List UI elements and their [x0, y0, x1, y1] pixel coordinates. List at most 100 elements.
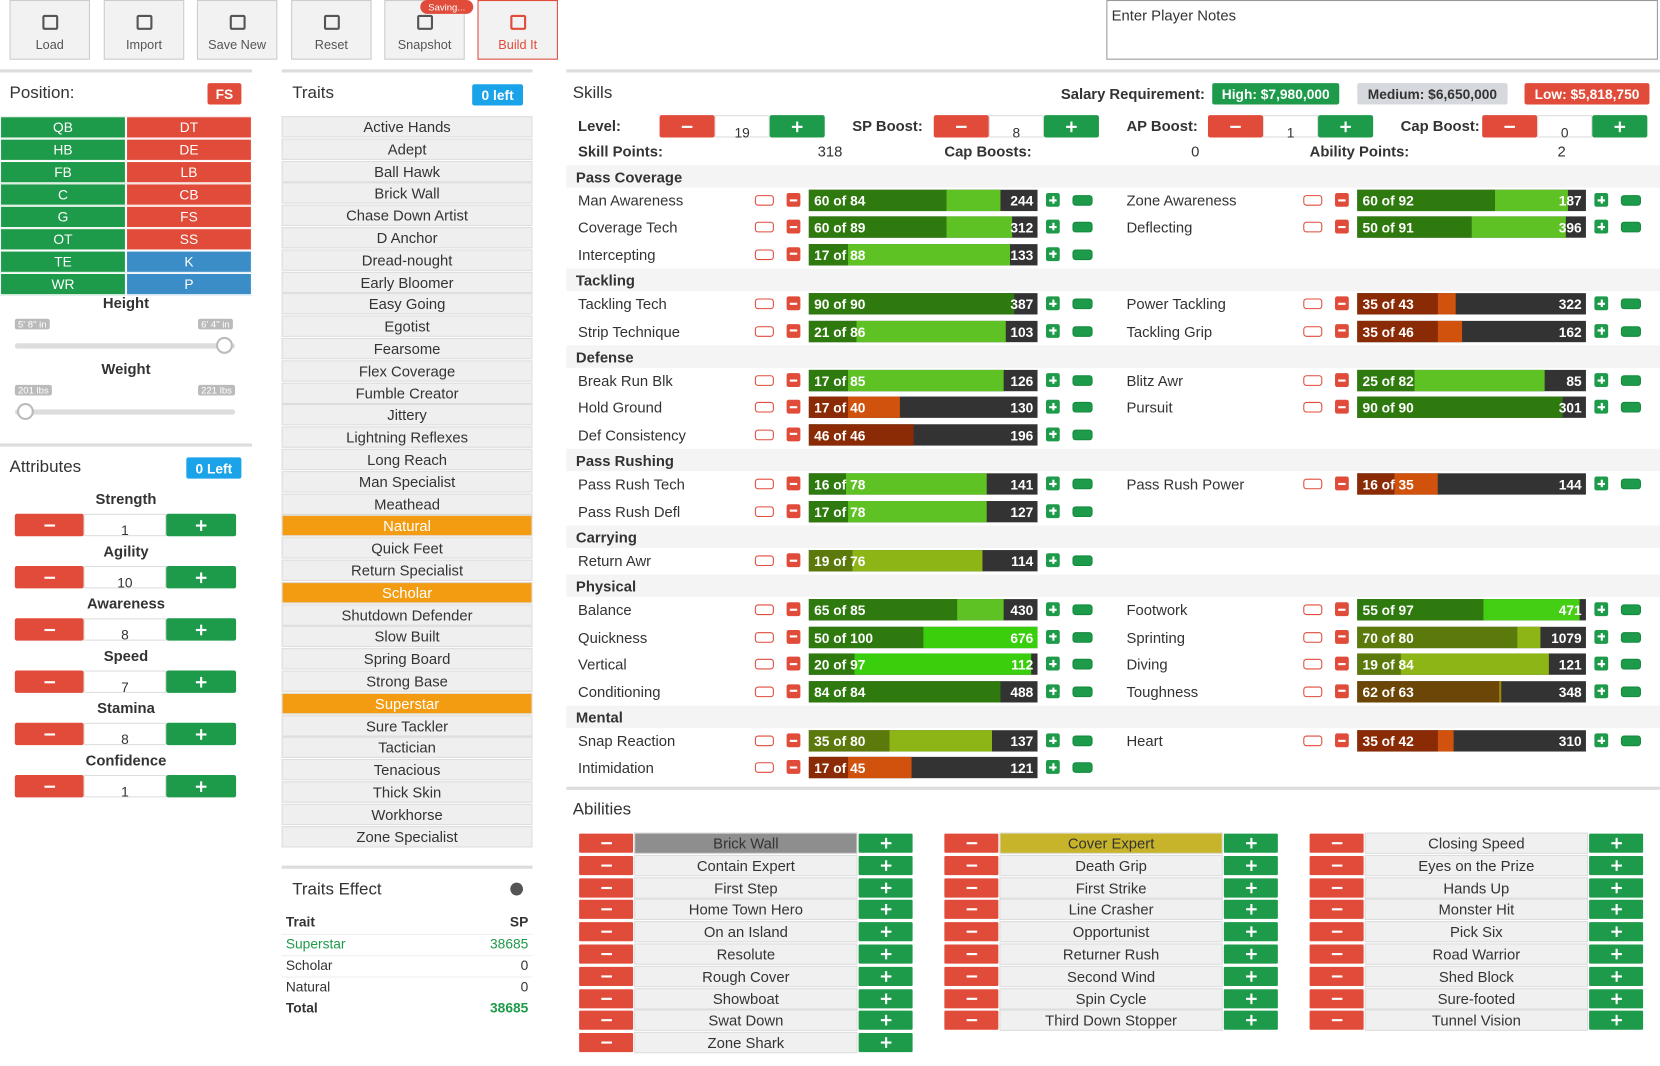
position-cell[interactable]: FS [125, 205, 252, 229]
boost-minus[interactable] [1482, 115, 1538, 138]
ability-plus[interactable] [1222, 921, 1279, 943]
ability-plus[interactable] [1588, 921, 1645, 943]
ability-name[interactable]: Pick Six [1364, 921, 1589, 943]
cap-boost-icon[interactable] [754, 686, 774, 697]
minus-button[interactable] [14, 513, 84, 537]
ability-name[interactable]: Road Warrior [1364, 943, 1589, 965]
ability-plus[interactable] [1222, 1009, 1279, 1032]
skill-plus[interactable] [1045, 553, 1060, 568]
ability-name[interactable]: Monster Hit [1364, 899, 1589, 921]
ability-plus[interactable] [1588, 876, 1645, 899]
skill-minus[interactable] [786, 323, 801, 338]
skill-plus[interactable] [1594, 192, 1609, 207]
max-icon[interactable] [1072, 325, 1093, 337]
trait-item[interactable]: Flex Coverage [281, 360, 533, 382]
skill-plus[interactable] [1594, 656, 1609, 671]
ability-minus[interactable] [1308, 832, 1365, 854]
trait-item[interactable]: Active Hands [281, 116, 533, 138]
skill-minus[interactable] [1335, 656, 1349, 671]
ability-plus[interactable] [1588, 899, 1645, 921]
trait-item[interactable]: Chase Down Artist [281, 204, 533, 227]
max-icon[interactable] [1072, 195, 1093, 206]
trait-item[interactable]: Jittery [281, 404, 533, 426]
skill-minus[interactable] [1335, 602, 1349, 617]
max-icon[interactable] [1620, 735, 1641, 747]
ability-name[interactable]: Resolute [634, 943, 858, 965]
ability-plus[interactable] [1588, 854, 1645, 877]
ability-minus[interactable] [1308, 854, 1365, 877]
trait-item[interactable]: Quick Feet [281, 537, 533, 559]
ability-minus[interactable] [943, 987, 1000, 1010]
max-icon[interactable] [1072, 249, 1093, 260]
skill-plus[interactable] [1594, 733, 1609, 748]
plus-button[interactable] [166, 513, 237, 537]
trait-item[interactable]: Meathead [281, 493, 533, 515]
max-icon[interactable] [1072, 429, 1093, 441]
ability-minus[interactable] [943, 899, 1000, 921]
cap-boost-icon[interactable] [754, 478, 774, 490]
trait-item[interactable]: Sure Tackler [281, 714, 533, 737]
max-icon[interactable] [1620, 195, 1641, 206]
cap-boost-icon[interactable] [754, 222, 774, 233]
ability-minus[interactable] [1308, 987, 1365, 1010]
trait-item[interactable]: Shutdown Defender [281, 603, 533, 626]
cap-boost-icon[interactable] [754, 402, 774, 413]
ability-plus[interactable] [1222, 987, 1279, 1010]
trait-item[interactable]: Lightning Reflexes [281, 426, 533, 448]
position-cell[interactable]: OT [0, 228, 126, 251]
cap-boost-icon[interactable] [1303, 375, 1323, 386]
max-icon[interactable] [1620, 604, 1641, 616]
skill-plus[interactable] [1594, 373, 1609, 387]
cap-boost-icon[interactable] [754, 762, 774, 774]
ability-name[interactable]: On an Island [634, 921, 858, 943]
skill-minus[interactable] [1335, 733, 1349, 748]
ability-plus[interactable] [857, 1032, 914, 1054]
max-icon[interactable] [1072, 735, 1093, 747]
skill-plus[interactable] [1594, 602, 1609, 617]
max-icon[interactable] [1072, 222, 1093, 233]
trait-item[interactable]: Fearsome [281, 337, 533, 360]
boost-minus[interactable] [659, 115, 715, 138]
skill-minus[interactable] [1335, 296, 1349, 311]
ability-minus[interactable] [578, 987, 635, 1010]
skill-plus[interactable] [1045, 602, 1060, 617]
boost-plus[interactable] [1318, 115, 1374, 138]
skill-minus[interactable] [786, 733, 801, 748]
position-cell[interactable]: QB [0, 116, 126, 139]
minus-button[interactable] [14, 566, 84, 589]
ability-minus[interactable] [578, 965, 635, 987]
ability-plus[interactable] [1588, 832, 1645, 854]
ability-plus[interactable] [1588, 943, 1645, 965]
skill-minus[interactable] [1335, 323, 1349, 338]
ability-minus[interactable] [1308, 943, 1365, 965]
ability-minus[interactable] [578, 832, 635, 854]
position-cell[interactable]: WR [0, 272, 126, 296]
ability-minus[interactable] [943, 832, 1000, 854]
cap-boost-icon[interactable] [1303, 658, 1323, 670]
max-icon[interactable] [1072, 298, 1093, 310]
skill-plus[interactable] [1045, 683, 1060, 698]
boost-plus[interactable] [1043, 115, 1099, 138]
skill-minus[interactable] [786, 373, 801, 387]
plus-button[interactable] [166, 670, 237, 693]
cap-boost-icon[interactable] [1303, 402, 1323, 413]
ability-plus[interactable] [857, 943, 914, 965]
skill-minus[interactable] [786, 629, 801, 644]
cap-boost-icon[interactable] [754, 429, 774, 441]
ability-plus[interactable] [857, 987, 914, 1010]
max-icon[interactable] [1072, 505, 1093, 517]
max-icon[interactable] [1072, 631, 1093, 643]
max-icon[interactable] [1072, 375, 1093, 386]
minus-button[interactable] [14, 774, 84, 798]
trait-item[interactable]: Zone Specialist [281, 825, 533, 848]
skill-plus[interactable] [1045, 629, 1060, 644]
ability-plus[interactable] [1222, 943, 1279, 965]
max-icon[interactable] [1620, 222, 1641, 233]
ability-minus[interactable] [578, 1032, 635, 1054]
ability-minus[interactable] [1308, 1009, 1365, 1032]
ability-minus[interactable] [578, 921, 635, 943]
cap-boost-icon[interactable] [754, 631, 774, 643]
skill-plus[interactable] [1594, 323, 1609, 338]
skill-minus[interactable] [1335, 373, 1349, 387]
ability-minus[interactable] [943, 921, 1000, 943]
